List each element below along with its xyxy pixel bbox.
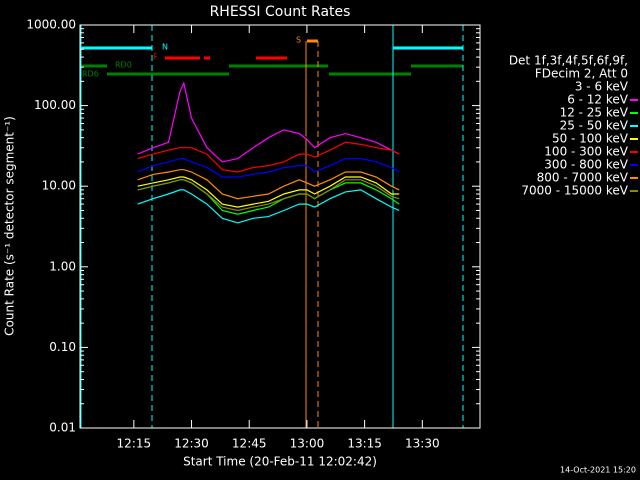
series-line (137, 176, 400, 208)
flag-label: RD0 (115, 61, 132, 70)
x-tick-label: 13:00 (290, 437, 325, 451)
legend-label: 7000 - 15000 keV (521, 184, 628, 198)
plot-frame (79, 24, 481, 429)
flag-label: S (296, 36, 301, 45)
flag-label: F (153, 53, 158, 62)
chart-title: RHESSI Count Rates (210, 4, 351, 20)
series-line (137, 81, 400, 163)
series-line (137, 179, 400, 215)
x-axis-label: Start Time (20-Feb-11 12:02:42) (183, 455, 377, 469)
y-tick-label: 100.00 (34, 98, 76, 112)
series-line (137, 158, 400, 178)
timestamp: 14-Oct-2021 15:20 (560, 466, 636, 475)
event-lines (80, 25, 464, 428)
legend-label: 800 - 7000 keV (537, 171, 629, 185)
legend-label: 12 - 25 keV (560, 106, 629, 120)
flag-label: N (162, 43, 168, 52)
x-tick-label: 12:15 (117, 437, 152, 451)
legend-header: FDecim 2, Att 0 (535, 67, 628, 81)
series-line (137, 141, 400, 173)
legend-label: 6 - 12 keV (567, 93, 629, 107)
series-line (137, 189, 400, 224)
legend-label: 25 - 50 keV (560, 119, 629, 133)
state-bars (80, 39, 463, 76)
series-line (137, 179, 400, 212)
y-tick-label: 0.10 (49, 340, 76, 354)
series-line (137, 169, 400, 200)
y-tick-label: 10.00 (42, 179, 76, 193)
legend-header: Det 1f,3f,4f,5f,6f,9f, (509, 54, 628, 68)
x-tick-label: 12:30 (174, 437, 209, 451)
y-axis-label: Count Rate (s⁻¹ detector segment⁻¹) (3, 116, 17, 336)
y-tick-label: 0.01 (49, 421, 76, 435)
legend-label: 50 - 100 keV (552, 132, 629, 146)
x-tick-label: 13:15 (347, 437, 382, 451)
y-tick-label: 1000.00 (26, 18, 76, 32)
legend-label: 300 - 800 keV (544, 158, 628, 172)
x-tick-label: 12:45 (232, 437, 267, 451)
series-line (137, 83, 400, 200)
flag-label: RD6 (82, 70, 99, 79)
x-tick-label: 13:30 (405, 437, 440, 451)
legend-label: 3 - 6 keV (575, 80, 629, 94)
legend-label: 100 - 300 keV (544, 145, 628, 159)
y-tick-label: 1.00 (49, 259, 76, 273)
